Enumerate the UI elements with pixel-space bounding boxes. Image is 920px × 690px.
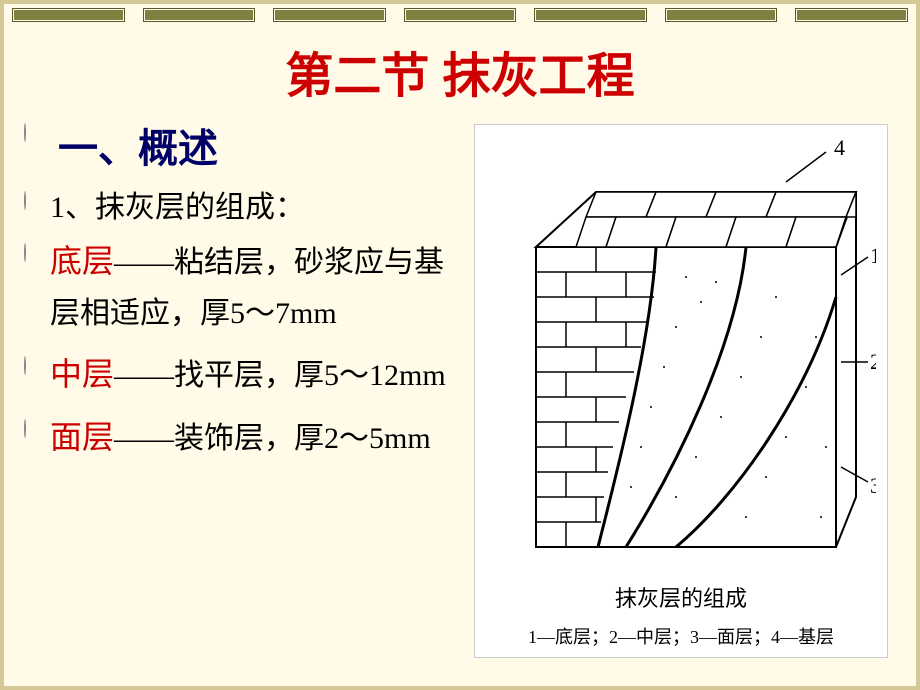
layer-desc: ——找平层，厚5～12mm	[114, 359, 446, 392]
border-block	[665, 8, 778, 22]
border-block	[404, 8, 517, 22]
bullet-icon	[24, 244, 42, 262]
section-heading: 一、概述	[58, 116, 218, 174]
figure-caption: 抹灰层的组成	[483, 581, 879, 613]
figure-box: 4 1 2 3 抹灰层的组成 1—底层；2—中层；3—面层；4—基层	[474, 124, 888, 658]
border-block	[534, 8, 647, 22]
layer-item: 底层——粘结层，砂浆应与基层相适应，厚5～7mm	[24, 234, 464, 339]
plaster-layers-diagram: 4 1 2 3	[486, 137, 876, 567]
border-block	[12, 8, 125, 22]
content-row: 一、概述 1、抹灰层的组成： 底层——粘结层，砂浆应与基层相适应，厚5～7mm …	[4, 116, 916, 658]
page-title: 第二节 抹灰工程	[4, 36, 916, 106]
layer-name: 面层	[50, 419, 114, 455]
bullet-icon	[24, 192, 42, 210]
layer-name: 底层	[50, 243, 114, 279]
figure-legend: 1—底层；2—中层；3—面层；4—基层	[483, 623, 879, 649]
sub-heading: 1、抹灰层的组成：	[50, 182, 305, 226]
top-border	[4, 4, 916, 28]
section-heading-row: 一、概述	[24, 116, 464, 174]
layer-item: 中层——找平层，厚5～12mm	[24, 347, 464, 401]
figure-column: 4 1 2 3 抹灰层的组成 1—底层；2—中层；3—面层；4—基层	[464, 116, 896, 658]
border-block	[795, 8, 908, 22]
border-block	[143, 8, 256, 22]
bullet-icon	[24, 124, 50, 150]
fig-label-2: 2	[870, 349, 876, 374]
layer-desc: ——装饰层，厚2～5mm	[114, 422, 431, 455]
layer-text: 中层——找平层，厚5～12mm	[50, 347, 446, 401]
fig-label-1: 1	[870, 243, 876, 268]
sub-heading-row: 1、抹灰层的组成：	[24, 182, 464, 226]
layer-name: 中层	[50, 356, 114, 392]
layer-item: 面层——装饰层，厚2～5mm	[24, 410, 464, 464]
bullet-icon	[24, 357, 42, 375]
border-block	[273, 8, 386, 22]
layer-text: 面层——装饰层，厚2～5mm	[50, 410, 431, 464]
text-column: 一、概述 1、抹灰层的组成： 底层——粘结层，砂浆应与基层相适应，厚5～7mm …	[24, 116, 464, 658]
fig-label-3: 3	[870, 473, 876, 498]
fig-label-4: 4	[834, 137, 845, 160]
layer-text: 底层——粘结层，砂浆应与基层相适应，厚5～7mm	[50, 234, 464, 339]
bullet-icon	[24, 420, 42, 438]
